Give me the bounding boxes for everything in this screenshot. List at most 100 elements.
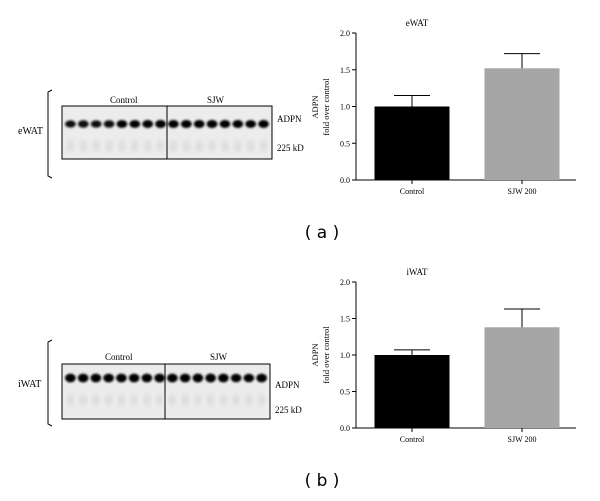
panel-b-band	[192, 373, 204, 383]
panel-a-ytick-label: 2.0	[340, 29, 350, 38]
panel-b-band-smear	[143, 394, 151, 406]
panel-b-band-smear	[206, 394, 215, 406]
panel-a-group-label-sjw: SJW	[207, 95, 225, 105]
panel-b-band	[256, 373, 267, 383]
panel-b-band-label: ADPN	[275, 380, 300, 390]
panel-b-band	[103, 373, 114, 383]
panel-a-band-smear	[221, 140, 229, 152]
panel-b-group-label-sjw: SJW	[210, 352, 228, 362]
panel-b-band-smear	[181, 394, 189, 406]
panel-b-band	[116, 373, 127, 383]
panel-b-bracket	[47, 339, 53, 427]
panel-a-bar-treated	[484, 68, 560, 180]
panel-b-band-smear	[130, 394, 138, 406]
panel-a-band	[245, 120, 257, 128]
panel-b-tissue-label: iWAT	[18, 379, 41, 390]
panel-a-band-smear	[105, 140, 113, 152]
panel-a-bands	[65, 120, 269, 152]
panel-a-tissue-label: eWAT	[18, 126, 43, 137]
panel-b-ytick-label: 0.0	[340, 424, 350, 433]
panel-a-band	[103, 120, 115, 128]
panel-a-band	[206, 120, 218, 128]
panel-b-band-smear	[66, 394, 75, 406]
panel-a-band	[90, 120, 102, 128]
panel-b: iWAT Control SJW ADPN 225 kD iWAT ADPN f…	[18, 267, 576, 491]
panel-b-band	[90, 373, 102, 383]
panel-a-blot: Control SJW ADPN 225 kD	[61, 95, 304, 160]
panel-a-band-smear	[79, 140, 88, 152]
panel-a-band-smear	[143, 140, 152, 152]
panel-b-blot: Control SJW ADPN 225 kD	[61, 352, 302, 420]
panel-b-bar-control	[374, 355, 450, 428]
panel-b-xtick-label: Control	[400, 435, 425, 444]
panel-a-band	[77, 120, 89, 128]
panel-a-band-smear	[66, 140, 75, 152]
panel-a-ylabel-line2: fold over control	[321, 78, 331, 136]
panel-a-band	[142, 120, 154, 128]
panel-a-ytick-label: 0.0	[340, 176, 350, 185]
panel-a-band	[129, 120, 141, 128]
panel-b-bands	[65, 373, 267, 406]
panel-b-band	[141, 373, 153, 383]
panel-a-bracket	[47, 89, 53, 179]
panel-b-band-smear	[155, 394, 164, 406]
panel-a-chart-title: eWAT	[406, 18, 429, 28]
panel-a-band-smear	[195, 140, 204, 152]
panel-a-band	[219, 120, 231, 128]
panel-b-marker-label: 225 kD	[275, 405, 302, 415]
panel-a-xtick-label: Control	[400, 187, 425, 196]
panel-a-band	[155, 120, 166, 128]
panel-b-ylabel-line2: fold over control	[321, 326, 331, 384]
panel-b-label: ( b )	[305, 471, 340, 491]
panel-a-band	[258, 120, 269, 128]
panel-b-band	[230, 373, 242, 383]
panel-a-ytick-label: 0.5	[340, 139, 350, 148]
panel-a: eWAT Control SJW ADPN 225 kD eWAT ADPN f…	[18, 18, 576, 243]
panel-b-band	[77, 373, 89, 383]
panel-a-xtick-label: SJW 200	[508, 187, 537, 196]
panel-b-band	[167, 373, 178, 383]
panel-a-ytick-label: 1.0	[340, 103, 350, 112]
panel-a-band-smear	[182, 140, 191, 152]
panel-a-band	[168, 120, 179, 128]
panel-b-ytick-label: 0.5	[340, 388, 350, 397]
panel-b-band-smear	[92, 394, 100, 406]
panel-a-band-smear	[169, 140, 178, 152]
panel-b-ylabel-line1: ADPN	[310, 343, 320, 366]
panel-b-band	[179, 373, 191, 383]
panel-a-bar-chart: eWAT ADPN fold over control 0.0 0.5 1.0 1.5…	[310, 18, 576, 196]
panel-a-band	[232, 120, 244, 128]
panel-a-band-smear	[246, 140, 255, 152]
panel-b-blot-background	[61, 363, 271, 420]
panel-b-band-smear	[219, 394, 228, 406]
panel-b-ytick-label: 1.5	[340, 315, 350, 324]
panel-b-bar-chart: iWAT ADPN fold over control 0.0 0.5 1.0 1.5…	[310, 267, 576, 444]
panel-a-band-smear	[118, 140, 126, 152]
panel-a-band	[65, 120, 76, 128]
panel-a-label: ( a )	[305, 223, 340, 243]
panel-b-band-smear	[104, 394, 113, 406]
panel-a-band-label: ADPN	[277, 114, 302, 124]
panel-b-chart-title: iWAT	[407, 267, 428, 277]
panel-b-ytick-label: 1.0	[340, 351, 350, 360]
panel-a-group-label-control: Control	[110, 95, 138, 105]
panel-a-marker-label: 225 kD	[277, 143, 304, 153]
panel-b-band	[154, 373, 165, 383]
panel-b-band-smear	[232, 394, 240, 406]
panel-b-band	[128, 373, 140, 383]
panel-b-band	[65, 373, 76, 383]
panel-a-band-smear	[156, 140, 165, 152]
panel-a-band	[180, 120, 192, 128]
panel-a-band	[116, 120, 128, 128]
panel-a-band-smear	[130, 140, 139, 152]
panel-b-band	[218, 373, 229, 383]
panel-b-ytick-label: 2.0	[340, 278, 350, 287]
panel-a-band-smear	[233, 140, 242, 152]
panel-b-band-smear	[168, 394, 177, 406]
panel-a-ylabel-line1: ADPN	[310, 95, 320, 118]
panel-a-band-smear	[208, 140, 216, 152]
panel-b-band-smear	[79, 394, 87, 406]
panel-a-band-smear	[259, 140, 268, 152]
panel-b-band-smear	[117, 394, 126, 406]
